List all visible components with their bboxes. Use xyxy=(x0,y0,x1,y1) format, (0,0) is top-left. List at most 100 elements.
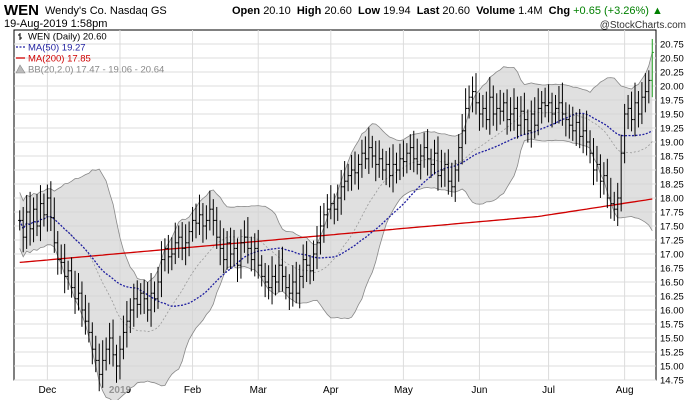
ohlc-bar xyxy=(467,85,471,119)
ohlc-bar xyxy=(42,193,46,227)
y-tick-label: 17.00 xyxy=(660,250,684,261)
ohlc-bar xyxy=(460,114,464,165)
ohlc-bar xyxy=(564,102,568,137)
ohlc-bar xyxy=(107,322,112,365)
ohlc-bar xyxy=(453,159,457,202)
ohlc-bar xyxy=(387,147,392,188)
x-tick-label: Mar xyxy=(250,385,268,396)
ohlc-bar xyxy=(80,281,84,327)
ohlc-bar xyxy=(546,84,551,123)
exchange-name: Nasdaq GS xyxy=(109,5,167,17)
bollinger-band-area xyxy=(19,52,653,400)
y-tick-label: 19.75 xyxy=(660,96,684,107)
ohlc-bar xyxy=(18,210,22,231)
ohlc-bar xyxy=(173,222,177,265)
ohlc-bar xyxy=(391,144,395,193)
ohlc-bar xyxy=(498,89,502,125)
ohlc-bar xyxy=(294,261,298,304)
ohlc-bar xyxy=(581,114,585,154)
ohlc-bar xyxy=(477,92,482,131)
ohlc-bar xyxy=(315,226,319,270)
y-tick-label: 15.25 xyxy=(660,348,684,359)
ohlc-bar xyxy=(260,255,264,287)
open-value: 20.10 xyxy=(263,5,291,17)
ohlc-bar xyxy=(370,135,374,168)
ohlc-bar xyxy=(239,229,243,279)
ohlc-bar xyxy=(419,144,423,180)
ohlc-bar xyxy=(249,236,253,272)
last-value: 20.60 xyxy=(442,5,470,17)
ohlc-bar xyxy=(59,244,63,275)
ohlc-bar xyxy=(83,294,88,335)
ohlc-bar xyxy=(474,73,478,115)
ohlc-bar xyxy=(45,184,49,232)
legend-label: MA(50) 19.27 xyxy=(28,43,86,54)
ohlc-bar xyxy=(432,139,437,175)
ohlc-bar xyxy=(512,88,516,131)
ohlc-bar xyxy=(31,197,36,243)
ohlc-bar xyxy=(394,152,399,184)
x-tick-label: Jul xyxy=(542,385,555,396)
ohlc-bar xyxy=(128,298,132,333)
ohlc-bar xyxy=(491,85,495,126)
ohlc-bar xyxy=(308,255,312,285)
ohlc-bar xyxy=(502,92,506,122)
ohlc-bar xyxy=(508,97,513,132)
y-tick-label: 16.75 xyxy=(660,264,684,275)
quote-summary: Open 20.10 High 20.60 Low 19.94 Last 20.… xyxy=(232,5,663,17)
ohlc-bar xyxy=(557,86,561,124)
ohlc-bar xyxy=(457,134,461,182)
ohlc-bar xyxy=(616,182,620,226)
ohlc-bar xyxy=(422,132,426,168)
ohlc-bar xyxy=(633,82,637,137)
ohlc-bar xyxy=(101,340,105,388)
legend-item: MA(200) 17.85 xyxy=(16,54,91,65)
ohlc-bar xyxy=(446,149,450,195)
high-value: 20.60 xyxy=(324,5,352,17)
bollinger-lower-line xyxy=(19,138,653,400)
ohlc-bar xyxy=(25,195,29,249)
low-value: 19.94 xyxy=(383,5,411,17)
ohlc-bar xyxy=(242,220,247,253)
ohlc-bar xyxy=(602,162,606,195)
ohlc-bar xyxy=(640,82,644,125)
ohlc-bar xyxy=(318,205,323,255)
open-label: Open xyxy=(232,5,261,17)
legend-label: MA(200) 17.85 xyxy=(28,54,91,65)
legend-item: MA(50) 19.27 xyxy=(16,43,86,54)
y-tick-label: 14.75 xyxy=(660,376,684,387)
ohlc-bar xyxy=(533,97,537,139)
legend-area-icon xyxy=(15,64,26,74)
y-tick-label: 20.25 xyxy=(660,68,684,79)
ohlc-bar xyxy=(208,190,212,231)
ohlc-bar xyxy=(519,96,523,136)
ohlc-bar xyxy=(190,206,195,242)
ohlc-bar xyxy=(215,206,219,249)
ohlc-bar xyxy=(381,148,385,181)
y-tick-label: 17.75 xyxy=(660,208,684,219)
ohlc-bar xyxy=(571,106,575,141)
ohlc-bar xyxy=(180,222,184,261)
ohlc-bar xyxy=(280,246,285,292)
ohlc-bar xyxy=(146,282,150,322)
ohlc-bar xyxy=(643,73,647,113)
ohlc-bar xyxy=(201,203,205,243)
ohlc-bar xyxy=(156,266,160,309)
ohlc-bar xyxy=(495,93,499,131)
ohlc-bar xyxy=(363,136,367,169)
ohlc-bar xyxy=(612,191,616,221)
ohlc-bar xyxy=(626,94,630,130)
ohlc-bar xyxy=(349,154,354,191)
ohlc-bar xyxy=(149,273,153,327)
ohlc-bar xyxy=(464,88,468,145)
ohlc-bar xyxy=(543,87,547,118)
y-tick-label: 20.00 xyxy=(660,82,684,93)
y-tick-label: 17.25 xyxy=(660,236,684,247)
ohlc-bar xyxy=(311,240,316,281)
y-tick-label: 16.25 xyxy=(660,292,684,303)
ticker-symbol: WEN xyxy=(4,2,39,19)
y-tick-label: 19.00 xyxy=(660,138,684,149)
company-name: Wendy's Co. xyxy=(45,5,107,17)
ohlc-bar xyxy=(443,152,447,187)
